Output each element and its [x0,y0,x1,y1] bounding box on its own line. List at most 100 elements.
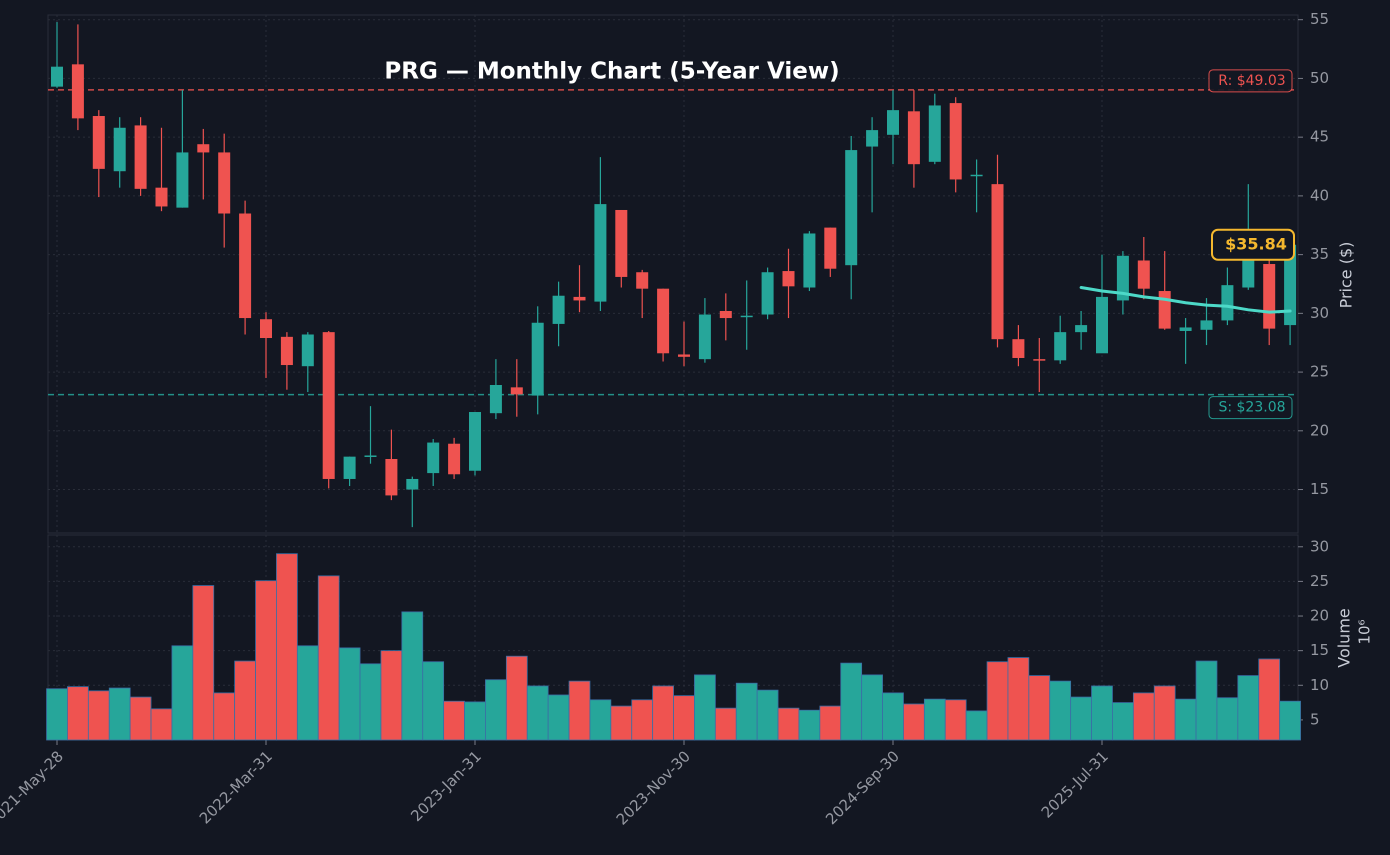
candle-body [239,213,252,319]
volume-bar [1112,702,1134,741]
candle-body [1075,325,1088,333]
candle-body [322,332,335,479]
candle-body [469,412,481,471]
candle-body [1284,244,1297,326]
volume-bar [694,674,716,741]
volume-tick-label: 25 [1310,572,1329,590]
volume-bar [87,690,110,741]
candle-body [824,227,837,269]
volume-bar [1132,692,1155,741]
volume-bar [610,705,633,741]
candle-body [782,271,795,287]
y-tick-label: 45 [1310,128,1329,146]
candle-body [218,152,231,214]
candle-body [448,443,461,475]
volume-bar [171,645,194,741]
volume-bar [589,699,612,741]
volume-bar [986,661,1009,741]
candle-body [887,110,899,135]
resistance-label: R: $49.03 [1218,73,1285,89]
candle-body [1158,291,1171,329]
y-tick-label: 55 [1310,10,1329,28]
candle-body [176,152,189,208]
volume-bar [882,692,904,741]
candle-body [636,272,649,289]
candle-body [427,442,440,474]
volume-bar [1153,685,1176,741]
support-label-box [1208,396,1293,420]
volume-multiplier: 10⁶ [1356,619,1374,644]
volume-bar [46,688,68,741]
volume-bar [1174,698,1197,741]
last-price-box [1211,228,1295,261]
candle-body [1033,359,1046,361]
volume-bar [1070,696,1092,741]
volume-bar [464,701,486,741]
volume-bar [944,699,967,741]
volume-bar [798,709,821,741]
last-price-label: $35.84 [1225,234,1287,253]
volume-bar [108,687,131,741]
volume-bar [1091,685,1113,741]
volume-bar [631,699,654,741]
candle-body [280,336,293,366]
volume-tick-label: 5 [1310,710,1320,728]
volume-bar [505,655,528,741]
candle-body [866,130,879,147]
volume-bar [526,685,549,741]
volume-bar [819,705,842,741]
candle-body [803,233,816,288]
candle-body [1200,320,1213,330]
candle-body [92,116,105,169]
candle-body [1263,264,1276,329]
volume-bar [903,703,925,741]
volume-bar [965,710,988,741]
candle-body [698,314,711,360]
volume-bar [1258,658,1281,741]
volume-bar [443,700,465,741]
volume-bar [234,660,256,741]
volume-bar [338,647,361,741]
volume-bar [840,662,863,741]
volume-tick-label: 20 [1310,607,1329,625]
volume-bar [67,686,89,741]
candle-body [1116,255,1129,301]
volume-tick-label: 15 [1310,641,1329,659]
volume-bar [401,611,424,741]
candle-body [991,184,1004,340]
volume-bar [276,553,298,741]
volume-axis-label: Volume [1335,608,1354,668]
volume-bar [1049,680,1072,741]
volume-bar [1216,697,1239,741]
volume-bar [547,694,570,741]
support-label: S: $23.08 [1218,400,1285,416]
candle-body [1012,339,1025,358]
volume-bar [735,682,758,741]
volume-bar [422,661,445,741]
candle-body [364,455,377,457]
y-tick-label: 30 [1310,304,1329,322]
chart-title: PRG — Monthly Chart (5-Year View) [384,59,839,85]
candle-body [678,354,690,357]
candle-body [949,103,962,180]
candle-body [573,296,586,301]
volume-bar [380,650,403,741]
candle-body [197,144,210,153]
volume-bar [192,585,215,741]
volume-bar [756,689,779,741]
volume-bar [1237,675,1260,741]
volume-bar [568,680,591,741]
volume-tick-label: 30 [1310,537,1329,555]
candle-body [552,295,565,324]
candle-body [489,385,502,414]
candle-body [1137,260,1150,289]
candle-body [615,209,628,277]
volume-bar [255,580,277,741]
volume-bar [1007,657,1030,741]
volume-bar [296,645,319,741]
volume-bar [213,692,236,741]
volume-bar [317,575,340,741]
y-tick-label: 35 [1310,245,1329,263]
